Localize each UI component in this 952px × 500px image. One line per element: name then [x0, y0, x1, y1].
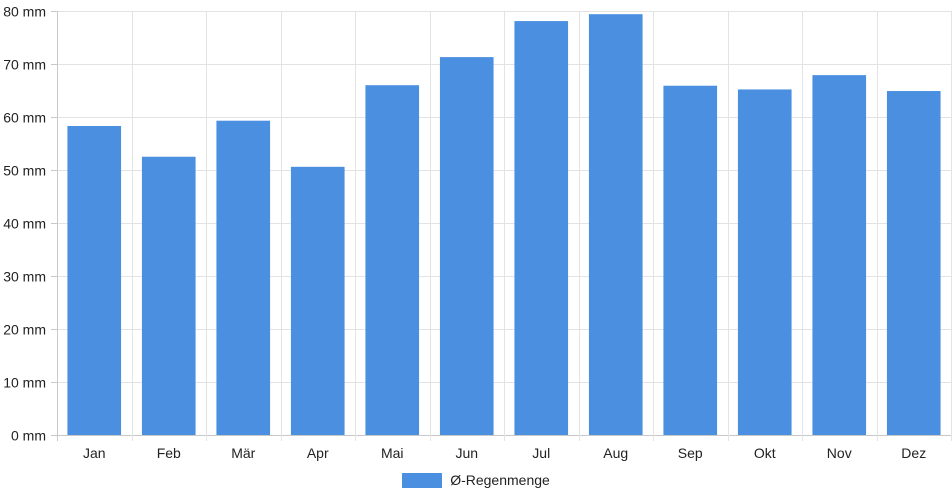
y-tick-label: 80 mm — [3, 4, 46, 20]
x-tick-label: Feb — [157, 445, 181, 461]
x-tick-label: Sep — [678, 445, 703, 461]
y-tick-label: 60 mm — [3, 110, 46, 126]
y-tick-label: 40 mm — [3, 216, 46, 232]
legend: Ø-Regenmenge — [0, 472, 952, 488]
x-tick-label: Okt — [754, 445, 776, 461]
x-tick-label: Nov — [827, 445, 852, 461]
bar — [737, 89, 792, 435]
y-tick-label: 50 mm — [3, 163, 46, 179]
bars — [67, 14, 941, 436]
x-tick-label: Jan — [83, 445, 106, 461]
bar — [812, 75, 867, 435]
y-tick-label: 20 mm — [3, 322, 46, 338]
x-tick-label: Aug — [603, 445, 628, 461]
y-tick-label: 10 mm — [3, 375, 46, 391]
y-tick-label: 70 mm — [3, 57, 46, 73]
bar — [67, 126, 122, 435]
bar — [663, 85, 718, 435]
bar — [290, 166, 345, 435]
x-tick-label: Mär — [231, 445, 255, 461]
bar — [439, 57, 494, 436]
bar — [886, 91, 941, 435]
bar — [141, 156, 196, 435]
bar — [588, 14, 643, 436]
x-tick-label: Jun — [455, 445, 478, 461]
bar — [514, 21, 569, 435]
axes: 0 mm 10 mm 20 mm 30 mm 40 mm 50 mm 60 mm 70 mm 8… — [3, 4, 926, 462]
y-tick-label: 30 mm — [3, 269, 46, 285]
bar — [216, 120, 271, 436]
legend-label: Ø-Regenmenge — [450, 472, 550, 488]
x-tick-label: Mai — [381, 445, 404, 461]
x-tick-label: Jul — [532, 445, 550, 461]
legend-swatch — [402, 472, 443, 488]
x-tick-label: Apr — [307, 445, 329, 461]
bar — [365, 85, 420, 435]
x-tick-label: Dez — [901, 445, 926, 461]
y-tick-label: 0 mm — [11, 428, 46, 444]
